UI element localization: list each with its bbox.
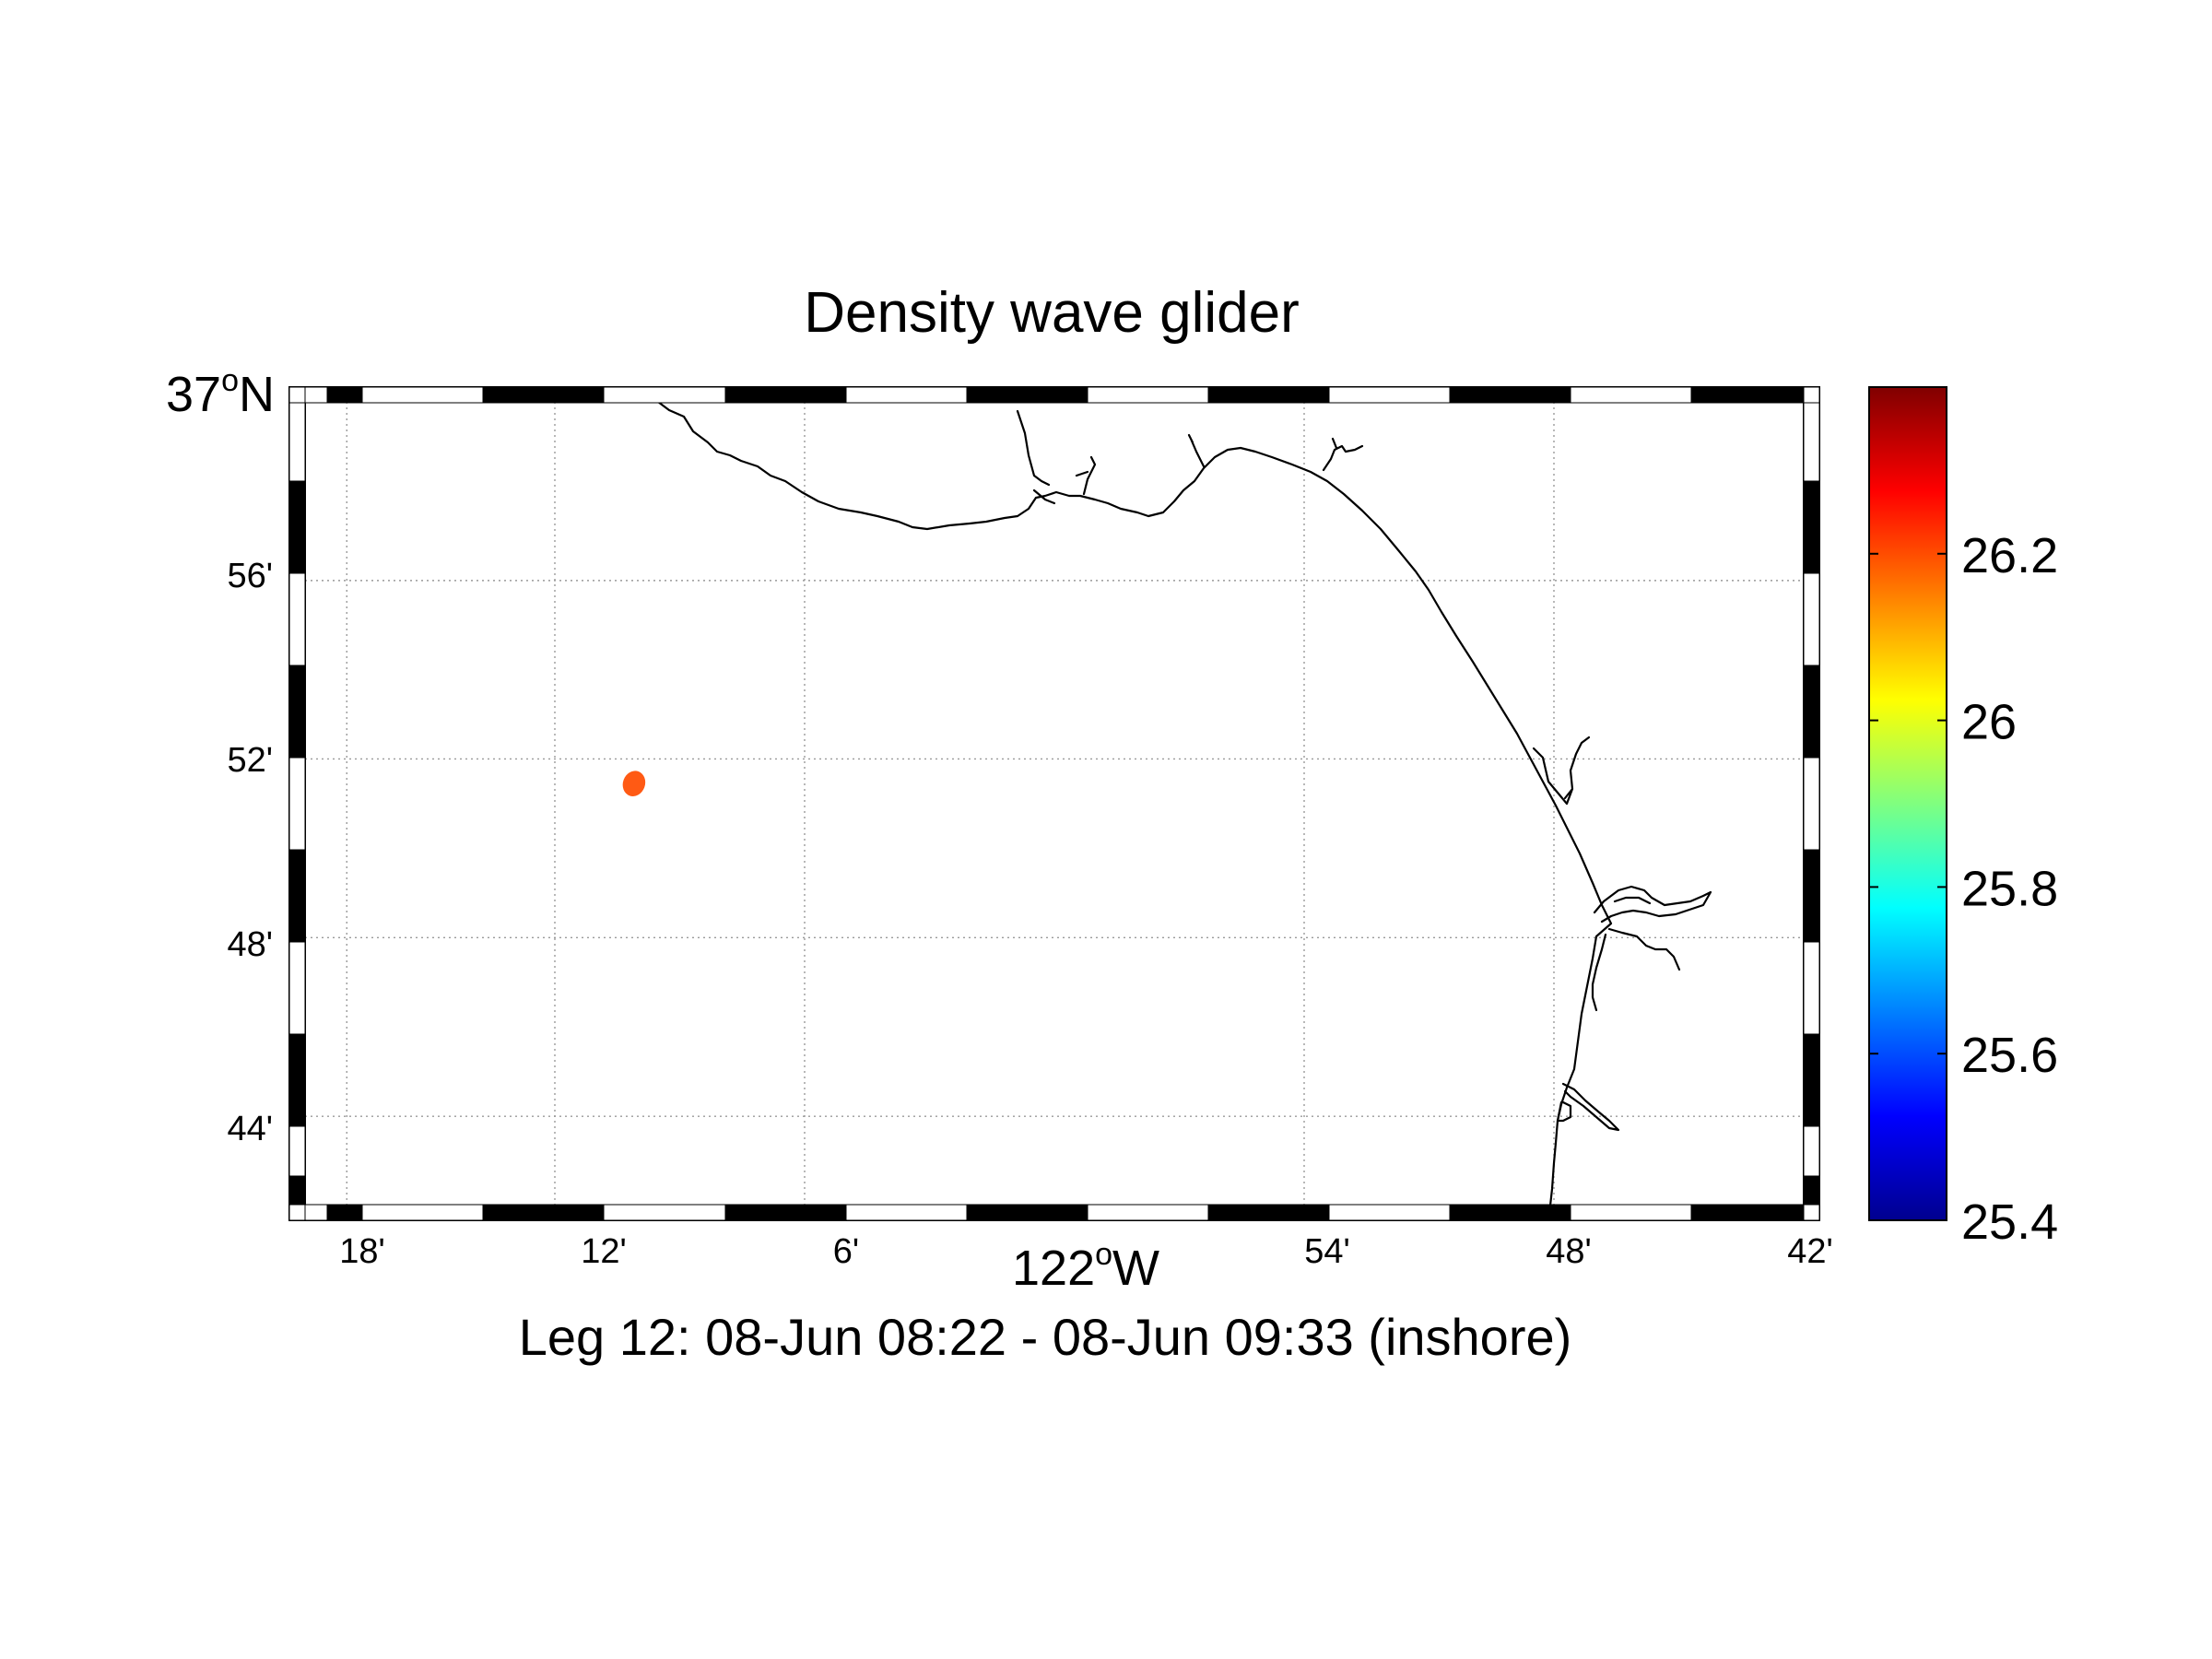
frame-segment-bottom bbox=[966, 1204, 1088, 1221]
frame-segment-right bbox=[1803, 941, 1820, 1035]
lon-center-suffix: W bbox=[1112, 1241, 1159, 1296]
frame-segment-bottom bbox=[1087, 1204, 1209, 1221]
frame-segment-left bbox=[288, 572, 306, 666]
map-background bbox=[305, 402, 1804, 1206]
frame-corner bbox=[1803, 386, 1820, 404]
colorbar-ticks: 25.4 25.6 25.8 26 26.2 bbox=[1869, 528, 2058, 1250]
frame-segment-bottom bbox=[1690, 1204, 1805, 1221]
coastline-inlet-3 bbox=[1187, 433, 1206, 468]
frame-segment-top bbox=[482, 386, 605, 404]
lon-tick-label: 18' bbox=[339, 1232, 385, 1271]
frame-segment-right bbox=[1803, 665, 1820, 759]
frame-segment-right bbox=[1803, 757, 1820, 851]
lon-center-deg: 122 bbox=[1012, 1241, 1095, 1296]
frame-corner bbox=[288, 1204, 306, 1221]
coastline bbox=[656, 400, 1712, 1207]
frame-segment-top bbox=[1207, 386, 1330, 404]
frame-segment-bottom bbox=[1207, 1204, 1330, 1221]
colorbar-gradient bbox=[1868, 386, 1947, 1221]
lon-tick-label: 42' bbox=[1787, 1232, 1833, 1271]
frame-segment-bottom bbox=[845, 1204, 968, 1221]
frame-segment-right bbox=[1803, 1125, 1820, 1177]
frame-segment-right bbox=[1803, 849, 1820, 943]
frame-segment-right bbox=[1803, 572, 1820, 666]
frame-segment-top bbox=[1570, 386, 1692, 404]
colorbar: 25.4 25.6 25.8 26 26.2 bbox=[1868, 386, 2058, 1250]
colorbar-tick-label: 25.6 bbox=[1961, 1028, 2058, 1083]
lon-tick-label: 48' bbox=[1546, 1232, 1592, 1271]
glider-track bbox=[622, 771, 646, 796]
frame-segment-top bbox=[1087, 386, 1209, 404]
map-frame bbox=[288, 386, 1820, 1221]
lat-tick-label: 48' bbox=[227, 925, 273, 964]
frame-segment-left bbox=[288, 1125, 306, 1177]
coastline-inlet-1 bbox=[1016, 409, 1056, 505]
lon-tick-label: 54' bbox=[1304, 1232, 1350, 1271]
frame-segment-top bbox=[1449, 386, 1571, 404]
lat-corner-deg: 37 bbox=[166, 367, 221, 422]
lat-tick-label: 56' bbox=[227, 557, 273, 595]
frame-segment-top bbox=[361, 386, 484, 404]
coastline-harbor bbox=[1556, 1082, 1620, 1132]
glider-observation-point bbox=[622, 771, 646, 796]
leg-subtitle: Leg 12: 08-Jun 08:22 - 08-Jun 09:33 (ins… bbox=[519, 1308, 1572, 1366]
frame-segment-bottom bbox=[603, 1204, 726, 1221]
frame-corner bbox=[288, 386, 306, 404]
grid-lines bbox=[305, 402, 1805, 1206]
colorbar-tick-label: 25.4 bbox=[1961, 1194, 2058, 1250]
frame-segment-top bbox=[304, 386, 328, 404]
frame-segment-top bbox=[326, 386, 363, 404]
lat-corner-sup: o bbox=[221, 363, 239, 398]
colorbar-tick-label: 25.8 bbox=[1961, 861, 2058, 916]
frame-segment-bottom bbox=[361, 1204, 484, 1221]
frame-segment-bottom bbox=[482, 1204, 605, 1221]
frame-segment-top bbox=[845, 386, 968, 404]
coastline-inlet-4 bbox=[1322, 437, 1364, 472]
frame-segment-right bbox=[1803, 480, 1820, 574]
frame-segment-bottom bbox=[724, 1204, 847, 1221]
frame-segment-top bbox=[724, 386, 847, 404]
frame-segment-right bbox=[1803, 401, 1820, 482]
lat-corner-label: 37oN bbox=[166, 363, 275, 422]
frame-segment-bottom bbox=[1449, 1204, 1571, 1221]
axis-labels: 37oN 56' 52' 48' 44' 18' 12' 6' 54' 48' … bbox=[166, 363, 1833, 1296]
coastline-inlet-5 bbox=[1532, 735, 1591, 806]
frame-segment-top bbox=[603, 386, 726, 404]
colorbar-tick-label: 26 bbox=[1961, 695, 2017, 750]
frame-segment-left bbox=[288, 401, 306, 482]
frame-segment-left bbox=[288, 849, 306, 943]
lat-tick-label: 52' bbox=[227, 741, 273, 780]
map-plot-area bbox=[305, 400, 1805, 1207]
colorbar-tick-label: 26.2 bbox=[1961, 528, 2058, 583]
frame-segment-left bbox=[288, 757, 306, 851]
coastline-estuary bbox=[1591, 885, 1712, 1012]
frame-segment-right bbox=[1803, 1175, 1820, 1206]
lon-tick-label: 6' bbox=[833, 1232, 859, 1271]
frame-segment-left bbox=[288, 1175, 306, 1206]
frame-segment-bottom bbox=[304, 1204, 328, 1221]
frame-segment-bottom bbox=[1570, 1204, 1692, 1221]
frame-corner bbox=[1803, 1204, 1820, 1221]
lat-tick-label: 44' bbox=[227, 1110, 273, 1148]
map-title: Density wave glider bbox=[804, 281, 1300, 345]
frame-segment-bottom bbox=[326, 1204, 363, 1221]
frame-segment-left bbox=[288, 665, 306, 759]
frame-segment-top bbox=[1690, 386, 1805, 404]
lon-center-sup: o bbox=[1095, 1237, 1112, 1272]
frame-segment-top bbox=[1328, 386, 1451, 404]
frame-segment-right bbox=[1803, 1033, 1820, 1127]
coastline-inlet-2 bbox=[1075, 455, 1097, 496]
lon-center-label: 122oW bbox=[1012, 1237, 1159, 1296]
frame-segment-bottom bbox=[1328, 1204, 1451, 1221]
frame-segment-left bbox=[288, 941, 306, 1035]
lat-corner-suffix: N bbox=[239, 367, 275, 422]
frame-segment-top bbox=[966, 386, 1088, 404]
frame-segment-left bbox=[288, 1033, 306, 1127]
lon-tick-label: 12' bbox=[581, 1232, 627, 1271]
frame-segment-left bbox=[288, 480, 306, 574]
